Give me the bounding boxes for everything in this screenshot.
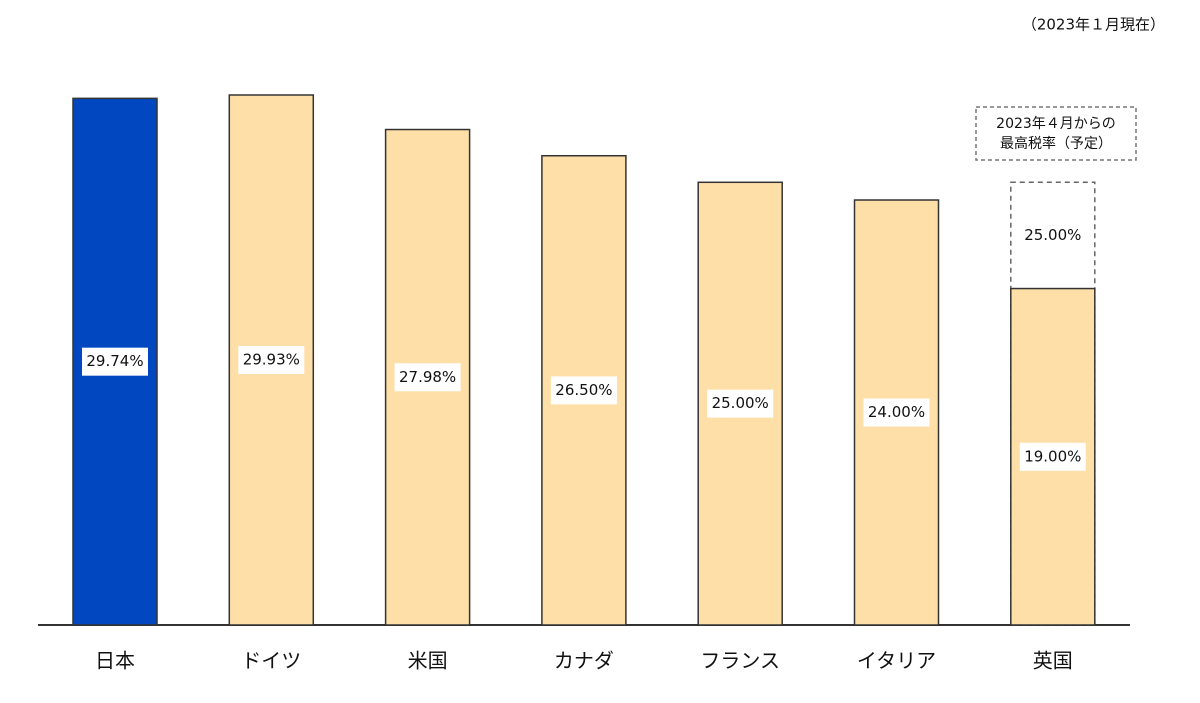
value-label: 29.74% <box>86 352 143 370</box>
value-label-box <box>238 346 305 374</box>
value-label-box <box>82 347 148 376</box>
date-note: （2023年１月現在） <box>1022 16 1165 34</box>
value-label: 27.98% <box>399 368 456 386</box>
value-label: 19.00% <box>1024 447 1081 465</box>
value-label-box <box>1019 442 1086 471</box>
annotation: 最高税率（予定） <box>1000 135 1112 152</box>
x-tick-label: 日本 <box>95 649 135 673</box>
x-tick-label: 米国 <box>408 649 448 673</box>
value-label-box <box>394 363 461 392</box>
x-tick-label: フランス <box>700 649 780 673</box>
x-tick-label: ドイツ <box>241 649 301 673</box>
value-label-box <box>1019 221 1086 250</box>
value-label: 25.00% <box>1024 226 1081 244</box>
value-label: 25.00% <box>712 394 769 412</box>
value-label-box <box>863 398 930 427</box>
value-label-box <box>550 376 617 405</box>
x-tick-label: イタリア <box>857 649 936 673</box>
value-label: 29.93% <box>243 351 300 369</box>
annotation: 2023年４月からの <box>996 116 1116 132</box>
x-tick-label: 英国 <box>1033 649 1073 673</box>
value-label-box <box>707 389 774 418</box>
annotation-box <box>975 106 1137 161</box>
x-tick-label: カナダ <box>554 649 614 673</box>
value-label: 24.00% <box>868 403 925 421</box>
value-label: 26.50% <box>555 381 612 399</box>
